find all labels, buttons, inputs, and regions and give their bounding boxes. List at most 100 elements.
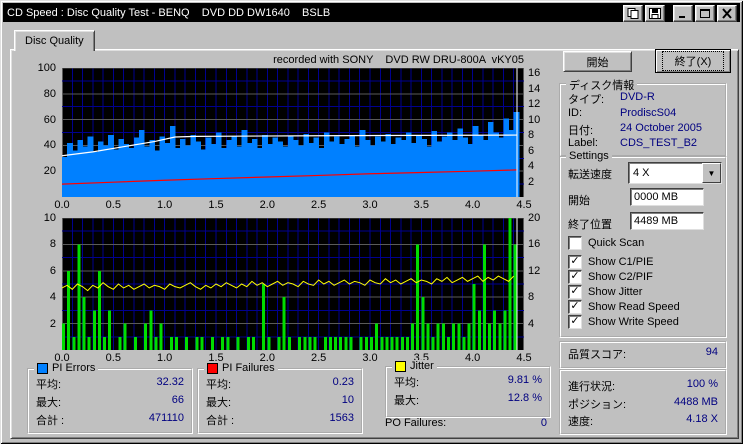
pi-errors-total-value: 471110 [148,412,184,424]
pi-failures-jitter-chart [62,218,524,350]
disc-date-value: 24 October 2005 [620,122,702,134]
quality-score-row: 品質スコア: 94 [568,346,718,361]
show-jitter-label: Show Jitter [588,286,643,298]
pi-errors-max-label: 最大: [36,397,62,409]
disc-type-row: タイプ: DVD-R [568,91,718,106]
settings-title: Settings [566,150,612,162]
y-right-tick-1: 20 [528,212,541,224]
pi-failures-avg-label: 平均: [206,379,232,391]
y-left-tick-0: 60 [43,113,56,126]
x-tick-0: 4.0 [465,199,481,211]
jitter-max-value: 12.8 % [507,392,542,404]
po-failures-row: PO Failures: 0 [385,417,547,432]
disc-date-row: 日付: 24 October 2005 [568,122,718,137]
y-left-tick-1: 8 [49,238,56,251]
titlebar-buttons [623,5,737,22]
disc-label-value: CDS_TEST_B2 [620,137,698,149]
show-c2-pif-label: Show C2/PIF [588,271,653,283]
x-tick-1: 4.5 [516,352,532,364]
quality-score-value: 94 [705,346,718,358]
start-position-label: 開始 [568,195,590,207]
exit-button[interactable]: 終了(X) [655,49,731,73]
pi-errors-chart [62,68,524,197]
x-tick-0: 4.5 [516,199,532,211]
end-position-input[interactable] [630,212,704,230]
progress-group: 進行状況: 100 % ポジション: 4488 MB 速度: 4.18 X [559,369,727,435]
save-icon[interactable] [645,5,665,22]
x-tick-1: 1.0 [157,352,173,364]
jitter-avg-value: 9.81 % [507,374,542,386]
position-label: ポジション: [568,399,627,411]
exit-button-label: 終了(X) [661,51,725,71]
start-position-input[interactable] [630,188,704,206]
checkbox-quick-scan[interactable]: Quick Scan [568,236,644,250]
pi-failures-avg-row: 平均: 0.23 [206,376,354,391]
disc-info-title: ディスク情報 [566,77,638,93]
show-write-speed-checkbox-box[interactable]: ✓ [568,315,582,329]
jitter-avg-row: 平均: 9.81 % [394,374,542,389]
quick-scan-checkbox-box[interactable] [568,236,582,250]
y-left-tick-0: 100 [37,62,56,74]
copy-icon[interactable] [623,5,643,22]
settings-group: Settings 転送速度 4 X ▼ 開始 終了位置 Quick Scan ✓… [559,150,727,338]
show-read-speed-label: Show Read Speed [588,301,680,313]
pi-errors-swatch [37,362,48,374]
close-icon[interactable] [717,5,737,22]
pi-errors-avg-row: 平均: 32.32 [36,376,184,391]
pi-failures-title-text: PI Failures [222,362,275,374]
show-c2-pif-checkbox-box[interactable]: ✓ [568,270,582,284]
speed-row-value: 4.18 X [686,413,718,425]
disc-id-label: ID: [568,107,583,119]
jitter-max-row: 最大: 12.8 % [394,392,542,407]
x-tick-0: 0.5 [105,199,121,211]
pi-failures-max-label: 最大: [206,397,232,409]
pi-failures-max-value: 10 [341,394,354,406]
pi-errors-avg-label: 平均: [36,379,62,391]
show-c1-pie-checkbox-box[interactable]: ✓ [568,255,582,269]
chart-recorded-header: recorded with SONY DVD RW DRU-800A vKY05 [273,54,524,66]
y-right-tick-0: 16 [528,67,541,80]
x-tick-1: 1.5 [208,352,224,364]
x-tick-0: 2.0 [259,199,275,211]
y-right-tick-0: 6 [528,144,535,157]
disc-id-value: ProdiscS04 [620,107,677,119]
progress-row: 進行状況: 100 % [568,378,718,393]
window-title: CD Speed : Disc Quality Test - BENQ DVD … [7,6,331,19]
speed-combobox-value: 4 X [633,167,650,179]
minimize-icon[interactable] [673,5,693,22]
x-tick-0: 1.5 [208,199,224,211]
disc-id-row: ID: ProdiscS04 [568,107,718,122]
checkbox-show-jitter[interactable]: ✓ Show Jitter [568,285,642,299]
pi-errors-total-label: 合計 : [36,415,65,427]
y-right-tick-0: 14 [528,82,541,95]
pi-failures-total-row: 合計 : 1563 [206,412,354,427]
speed-combobox[interactable]: 4 X ▼ [628,162,722,184]
show-jitter-checkbox-box[interactable]: ✓ [568,285,582,299]
po-failures-label: PO Failures: [385,417,447,429]
y-right-tick-0: 4 [528,160,535,173]
x-tick-1: 2.5 [311,352,327,364]
pi-errors-total-row: 合計 : 471110 [36,412,184,427]
end-position-label: 終了位置 [568,219,612,231]
chevron-down-icon[interactable]: ▼ [702,163,721,183]
x-tick-1: 4.0 [465,352,481,364]
checkbox-show-read-speed[interactable]: ✓ Show Read Speed [568,300,680,314]
checkbox-show-c2-pif[interactable]: ✓ Show C2/PIF [568,270,653,284]
pi-errors-title-text: PI Errors [52,362,96,374]
jitter-stats-title: Jitter [392,360,437,372]
show-read-speed-checkbox-box[interactable]: ✓ [568,300,582,314]
x-tick-1: 3.0 [362,352,378,364]
y-right-tick-0: 12 [528,98,541,111]
checkbox-show-c1-pie[interactable]: ✓ Show C1/PIE [568,255,653,269]
jitter-avg-label: 平均: [394,377,420,389]
x-tick-1: 2.0 [259,352,275,364]
start-button[interactable]: 開始 [563,51,632,72]
y-right-tick-0: 10 [528,113,541,126]
checkbox-show-write-speed[interactable]: ✓ Show Write Speed [568,315,679,329]
maximize-icon[interactable] [695,5,715,22]
pi-errors-max-value: 66 [171,394,184,406]
progress-value: 100 % [686,378,718,390]
x-tick-1: 0.0 [54,352,70,364]
tab-disc-quality[interactable]: Disc Quality [14,30,95,51]
pi-failures-total-value: 1563 [329,412,354,424]
